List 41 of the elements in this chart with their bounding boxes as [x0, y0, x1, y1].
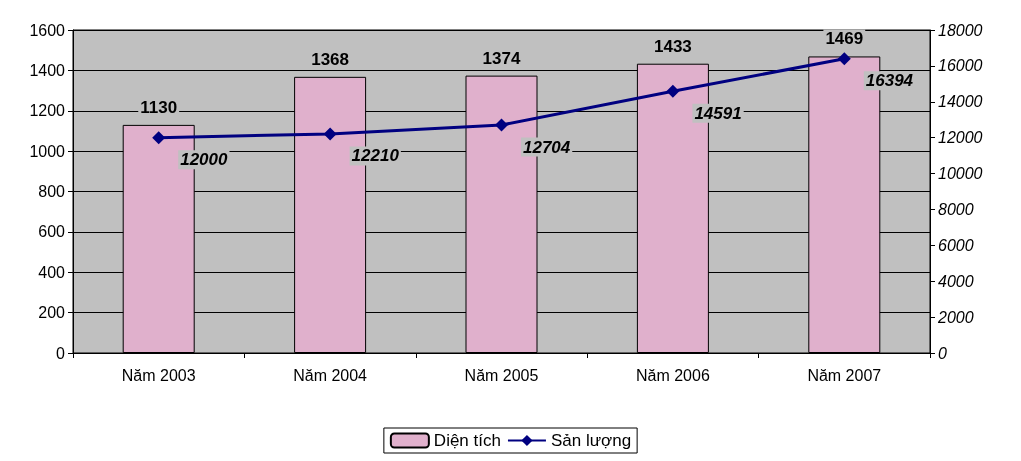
data-label: 16394 — [865, 71, 914, 91]
x-tick-label: Năm 2003 — [121, 366, 196, 384]
y-tick-label: 600 — [38, 223, 66, 241]
legend-label: Sản lượng — [550, 431, 632, 450]
y-tick-label: 1200 — [29, 102, 66, 120]
x-tick-label: Năm 2007 — [807, 366, 882, 384]
y-tick-label: 400 — [38, 263, 66, 281]
y-tick-label: 0 — [56, 344, 66, 362]
data-label: 14591 — [694, 103, 742, 123]
y2-tick-label: 14000 — [938, 93, 983, 111]
data-label: 1374 — [482, 48, 521, 68]
data-label: 1433 — [653, 36, 692, 56]
y2-tick-label: 10000 — [938, 165, 983, 183]
y2-tick-label: 8000 — [938, 200, 974, 218]
y2-tick-label: 6000 — [938, 236, 974, 254]
y-tick-label: 1600 — [29, 21, 66, 39]
data-label: 1469 — [825, 29, 864, 49]
y-tick-label: 1000 — [29, 142, 66, 160]
data-label: 12000 — [180, 150, 229, 170]
data-label: 1130 — [140, 97, 178, 117]
data-label: 12210 — [351, 146, 400, 166]
point — [495, 118, 508, 132]
data-label: 12704 — [523, 137, 571, 157]
point — [152, 131, 166, 145]
y2-tick-label: 2000 — [937, 308, 974, 326]
x-tick-label: Năm 2004 — [293, 366, 368, 384]
x-tick-label: Năm 2005 — [464, 366, 539, 384]
data-label: 1368 — [311, 49, 350, 69]
x-tick-label: Năm 2006 — [635, 366, 710, 384]
y2-tick-label: 0 — [938, 344, 947, 362]
y2-tick-label: 12000 — [938, 129, 983, 147]
y2-tick-label: 4000 — [938, 272, 974, 290]
y-tick-label: 200 — [38, 304, 66, 322]
point — [666, 84, 680, 98]
y-tick-label: 800 — [38, 183, 66, 200]
point — [323, 127, 337, 141]
y2-tick-label: 16000 — [938, 57, 983, 75]
point — [837, 52, 851, 66]
y2-tick-label: 18000 — [938, 21, 983, 39]
legend-label: Diện tích — [433, 431, 501, 450]
y-tick-label: 1400 — [29, 61, 66, 79]
